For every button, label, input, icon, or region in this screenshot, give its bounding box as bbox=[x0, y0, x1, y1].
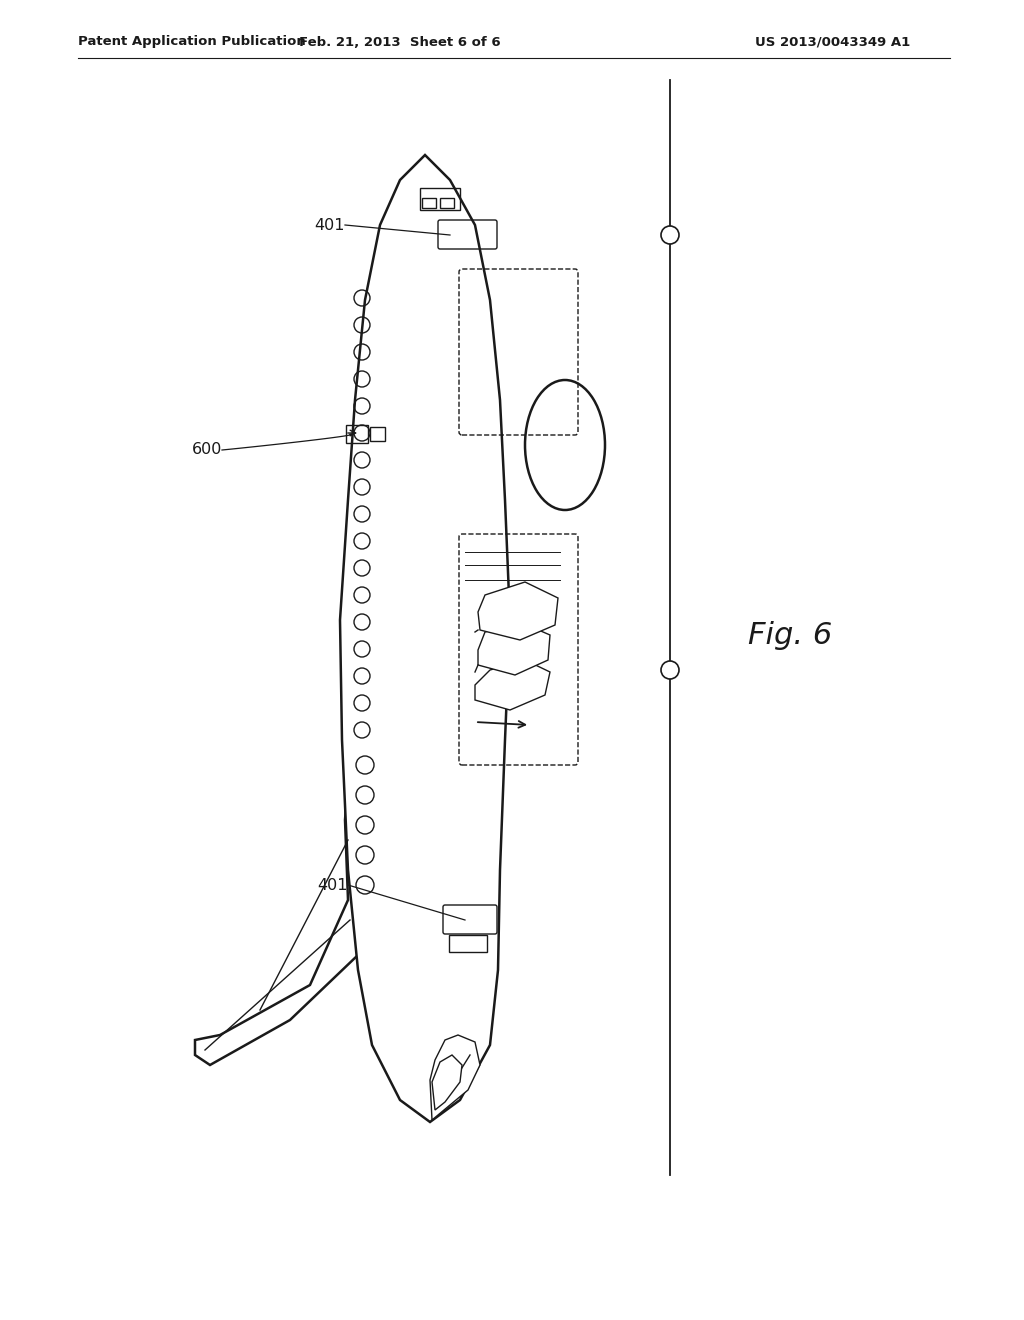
Circle shape bbox=[662, 661, 679, 678]
Text: Patent Application Publication: Patent Application Publication bbox=[78, 36, 306, 49]
Bar bbox=[370, 426, 385, 441]
Ellipse shape bbox=[525, 380, 605, 510]
Text: 401: 401 bbox=[317, 878, 348, 892]
Circle shape bbox=[662, 226, 679, 244]
Polygon shape bbox=[478, 622, 550, 675]
Text: Feb. 21, 2013  Sheet 6 of 6: Feb. 21, 2013 Sheet 6 of 6 bbox=[299, 36, 501, 49]
Bar bbox=[422, 198, 436, 209]
Bar bbox=[440, 198, 454, 209]
Text: 401: 401 bbox=[314, 218, 345, 232]
Polygon shape bbox=[195, 780, 358, 1065]
Bar bbox=[449, 935, 487, 952]
Polygon shape bbox=[475, 660, 550, 710]
Bar bbox=[346, 425, 368, 444]
Text: Fig. 6: Fig. 6 bbox=[748, 620, 833, 649]
Bar bbox=[420, 187, 460, 210]
Polygon shape bbox=[430, 1035, 480, 1119]
Polygon shape bbox=[340, 154, 510, 1122]
Polygon shape bbox=[478, 582, 558, 640]
Text: 600: 600 bbox=[191, 442, 222, 458]
Text: US 2013/0043349 A1: US 2013/0043349 A1 bbox=[755, 36, 910, 49]
Polygon shape bbox=[432, 1055, 462, 1110]
